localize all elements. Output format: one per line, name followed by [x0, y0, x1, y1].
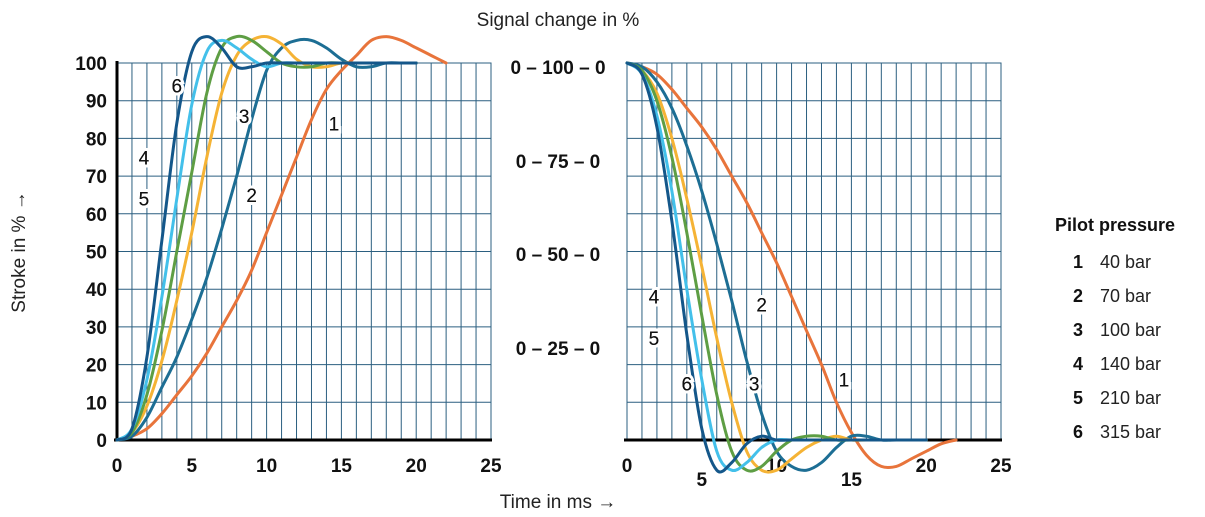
series-annotation-5: 5	[649, 329, 660, 350]
series-annotation-6: 6	[682, 374, 693, 395]
signal-label-25: 0 – 25 – 0	[516, 339, 601, 360]
opening-panel: 0 5 10 15 20 25010203040506070809010011223344…	[75, 34, 502, 477]
x-tick-label: 20	[406, 456, 427, 477]
series-annotation-text: 3	[749, 374, 760, 395]
series-line-1	[625, 61, 958, 470]
legend-entry-label: 210 bar	[1100, 388, 1161, 408]
y-tick-label: 50	[86, 243, 107, 264]
series-annotation-text: 3	[239, 107, 250, 128]
y-tick-label: 100	[75, 54, 107, 75]
signal-label-75: 0 – 75 – 0	[516, 152, 601, 173]
series-annotation-text: 6	[172, 77, 183, 98]
series-annotation-text: 5	[649, 329, 660, 350]
y-tick-label: 10	[86, 393, 107, 414]
y-tick-label: 90	[86, 92, 107, 113]
series-line-2	[115, 37, 418, 442]
x-tick-label: 0	[112, 456, 123, 477]
series-annotation-3: 3	[749, 374, 760, 395]
x-tick-label: 15	[331, 456, 353, 477]
x-tick-label: 15	[841, 470, 863, 491]
legend-entry-label: 100 bar	[1100, 320, 1161, 340]
legend-entry-label: 40 bar	[1100, 252, 1151, 272]
series-annotation-2: 2	[246, 186, 257, 207]
legend-entry-number: 1	[1073, 252, 1083, 272]
x-axis-label: Time in ms →	[500, 492, 616, 513]
series-line-6	[625, 61, 928, 474]
series-annotation-text: 1	[839, 371, 850, 392]
legend-entry-number: 6	[1073, 422, 1083, 442]
y-tick-label: 0	[96, 431, 107, 452]
series-annotation-4: 4	[139, 148, 150, 169]
series-annotation-text: 6	[682, 374, 693, 395]
series-annotation-text: 1	[329, 114, 340, 135]
series-annotation-4: 4	[649, 288, 660, 309]
legend-entry-number: 4	[1073, 354, 1083, 374]
legend-title: Pilot pressure	[1055, 215, 1175, 235]
y-axis-label: Stroke in % →	[9, 191, 30, 312]
y-tick-label: 60	[86, 205, 107, 226]
series-annotation-5: 5	[139, 190, 150, 211]
legend-entry-number: 3	[1073, 320, 1083, 340]
series-line-6	[115, 35, 418, 442]
signal-label-50: 0 – 50 – 0	[516, 245, 601, 266]
x-tick-label: 25	[480, 456, 502, 477]
y-tick-label: 30	[86, 318, 107, 339]
legend-entry-number: 2	[1073, 286, 1083, 306]
series-line-1	[115, 35, 448, 442]
x-tick-label: 5	[187, 456, 198, 477]
x-tick-label: 25	[990, 456, 1012, 477]
legend-entry-number: 5	[1073, 388, 1083, 408]
y-tick-label: 40	[86, 280, 107, 301]
series-annotation-3: 3	[239, 107, 250, 128]
x-tick-label: 5	[697, 470, 708, 491]
y-tick-label: 20	[86, 356, 107, 377]
series-annotation-text: 4	[139, 148, 150, 169]
chart-title: Signal change in %	[477, 10, 640, 31]
series-annotation-text: 5	[139, 190, 150, 211]
series-annotation-2: 2	[756, 295, 767, 316]
x-tick-label: 0	[622, 456, 633, 477]
x-tick-label: 20	[916, 456, 937, 477]
series-annotation-6: 6	[172, 77, 183, 98]
series-annotation-text: 4	[649, 288, 660, 309]
y-tick-label: 80	[86, 129, 107, 150]
series-annotation-text: 2	[756, 295, 767, 316]
legend-entry-label: 70 bar	[1100, 286, 1151, 306]
legend-entry-label: 140 bar	[1100, 354, 1161, 374]
series-annotation-1: 1	[839, 371, 850, 392]
legend-entry-label: 315 bar	[1100, 422, 1161, 442]
y-tick-label: 70	[86, 167, 107, 188]
signal-label-100: 0 – 100 – 0	[510, 58, 605, 79]
series-annotation-text: 2	[246, 186, 257, 207]
x-tick-label: 10	[256, 456, 277, 477]
series-annotation-1: 1	[329, 114, 340, 135]
